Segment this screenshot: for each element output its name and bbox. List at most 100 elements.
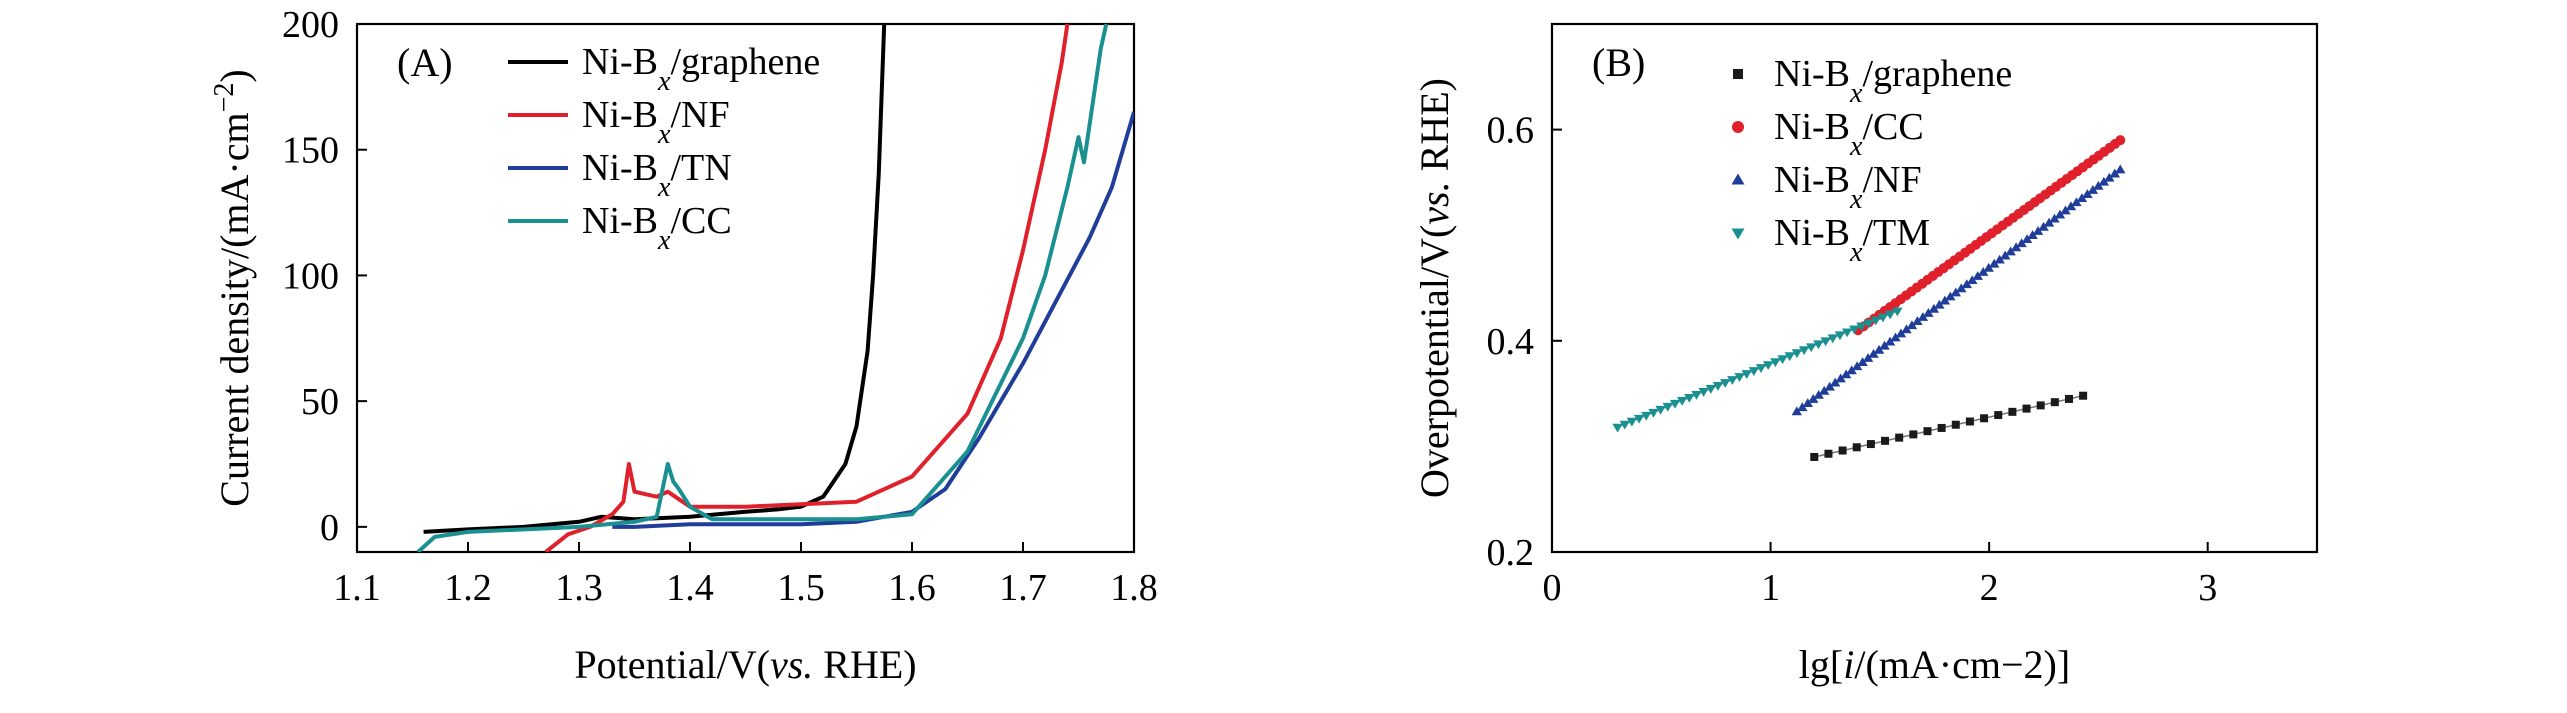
legend-marker-b — [1733, 69, 1743, 79]
legend-label-b: Ni-Bx/TM — [1774, 212, 1930, 268]
data-point-ni-bx-tm — [1633, 414, 1645, 424]
plot-frame-b — [1550, 22, 2319, 554]
data-point-ni-bx-graphene — [1937, 423, 1946, 432]
data-point-ni-bx-nf — [1862, 353, 1874, 362]
data-point-ni-bx-tm — [1748, 367, 1760, 377]
data-point-ni-bx-nf — [1983, 262, 1994, 272]
data-point-ni-bx-nf — [1945, 291, 1956, 301]
data-point-ni-bx-tm — [1691, 390, 1702, 400]
data-point-ni-bx-nf — [1829, 377, 1841, 387]
data-point-ni-bx-tm — [1719, 379, 1731, 388]
data-point-ni-bx-nf — [1879, 340, 1890, 350]
data-point-ni-bx-tm — [1626, 417, 1638, 427]
data-point-ni-bx-nf — [1797, 402, 1808, 412]
data-point-ni-bx-graphene — [2036, 401, 2045, 410]
data-point-ni-bx-nf — [2043, 217, 2055, 227]
data-point-ni-bx-nf — [2104, 172, 2115, 182]
data-point-ni-bx-graphene — [1923, 427, 1932, 436]
data-point-ni-bx-tm — [1648, 408, 1659, 418]
data-point-ni-bx-tm — [1734, 373, 1745, 382]
data-point-ni-bx-graphene — [1810, 452, 1819, 461]
data-point-ni-bx-nf — [2049, 213, 2060, 223]
data-point-ni-bx-nf — [1857, 357, 1868, 367]
series-group-a — [416, 24, 1134, 552]
data-point-ni-bx-tm — [1791, 349, 1803, 359]
data-point-ni-bx-nf — [1912, 316, 1923, 326]
data-point-ni-bx-tm — [1763, 361, 1774, 371]
data-point-ni-bx-nf — [1994, 254, 2005, 264]
axes-b: 0 1 2 3 0.2 0.4 0.6 (B) — [1487, 22, 2319, 609]
data-point-ni-bx-tm — [1698, 388, 1709, 397]
data-point-ni-bx-graphene — [2022, 404, 2031, 413]
x-tick-label-a: 1.2 — [444, 567, 492, 609]
data-point-ni-bx-nf — [1873, 344, 1885, 354]
data-point-ni-bx-nf — [2065, 201, 2077, 211]
data-point-ni-bx-tm — [1892, 307, 1903, 317]
data-point-ni-bx-graphene — [1895, 433, 1904, 442]
legend-marker-b — [1731, 173, 1745, 185]
data-point-ni-bx-graphene — [2050, 398, 2059, 407]
data-point-ni-bx-graphene — [1980, 414, 1989, 423]
data-point-ni-bx-nf — [1802, 398, 1813, 407]
data-point-ni-bx-graphene — [1994, 411, 2003, 420]
y-tick-label-b: 0.2 — [1487, 532, 1535, 574]
data-point-ni-bx-tm — [1641, 411, 1652, 421]
data-point-ni-bx-tm — [1712, 382, 1724, 391]
data-point-ni-bx-nf — [1978, 266, 1989, 276]
data-point-ni-bx-nf — [1840, 369, 1852, 379]
data-point-ni-bx-nf — [1890, 332, 1901, 342]
data-point-ni-bx-tm — [1870, 316, 1882, 326]
data-point-ni-bx-tm — [1841, 328, 1853, 338]
x-tick-label-b: 3 — [2198, 567, 2217, 609]
data-point-ni-bx-graphene — [2008, 407, 2017, 416]
y-tick-label-b: 0.6 — [1487, 110, 1535, 152]
data-point-ni-bx-graphene — [1965, 417, 1974, 426]
data-point-ni-bx-nf — [1791, 406, 1802, 416]
data-point-ni-bx-nf — [1961, 279, 1972, 289]
data-point-ni-bx-tm — [1684, 393, 1695, 403]
x-tick-label-a: 1.4 — [666, 567, 714, 609]
data-point-ni-bx-nf — [1923, 307, 1934, 317]
data-point-ni-bx-nf — [1967, 275, 1978, 285]
panel-label-b: (B) — [1592, 40, 1645, 85]
data-point-ni-bx-tm — [1806, 343, 1817, 353]
x-tick-label-a: 1.6 — [888, 567, 936, 609]
series-points-ni-bx-tm — [1612, 307, 1903, 433]
y-axis-title-b: Overpotential/V(vs. RHE) — [1412, 78, 1457, 498]
data-point-ni-bx-nf — [1972, 271, 1983, 280]
data-point-ni-bx-nf — [1988, 258, 2000, 268]
data-point-ni-bx-nf — [2076, 193, 2088, 203]
axes-a: 1.1 1.2 1.3 1.4 1.5 1.6 1.7 1.8 0 50 100 150 200 (A) — [282, 4, 1158, 609]
data-point-ni-bx-tm — [1849, 325, 1860, 335]
y-axis-title-a: Current density/(mA·cm−2) — [209, 69, 258, 506]
series-points-ni-bx-graphene — [1810, 391, 2088, 461]
data-point-ni-bx-graphene — [1838, 446, 1847, 455]
x-tick-label-a: 1.8 — [1110, 567, 1158, 609]
x-axis-title-b: lg[i/(mA·cm−2)] — [1799, 642, 2070, 687]
legend-label-a: Ni-Bx/NF — [582, 94, 730, 150]
data-point-ni-bx-graphene — [1909, 430, 1918, 439]
data-point-ni-bx-tm — [1662, 402, 1673, 412]
data-point-ni-bx-nf — [1884, 336, 1896, 346]
x-tick-label-b: 2 — [1980, 567, 1999, 609]
legend-label-b: Ni-Bx/graphene — [1774, 53, 2012, 109]
plot-frame-a — [355, 22, 1136, 554]
data-point-ni-bx-tm — [1813, 340, 1824, 350]
series-points-ni-bx-nf — [1791, 164, 2126, 416]
series-line-ni-bx-tn — [612, 111, 1134, 529]
data-point-ni-bx-graphene — [1866, 440, 1875, 449]
y-tick-label-b: 0.4 — [1487, 321, 1535, 363]
data-point-ni-bx-graphene — [1852, 443, 1861, 452]
x-tick-label-b: 1 — [1761, 567, 1780, 609]
data-point-ni-bx-tm — [1705, 385, 1717, 394]
data-point-ni-bx-tm — [1655, 405, 1666, 415]
data-point-ni-bx-nf — [2109, 168, 2121, 178]
data-point-ni-bx-nf — [1956, 283, 1967, 293]
x-axis-title-a: Potential/V(vs. RHE) — [574, 642, 916, 687]
data-point-ni-bx-nf — [2060, 205, 2071, 215]
legend-marker-b — [1732, 121, 1744, 133]
data-point-ni-bx-tm — [1669, 399, 1681, 409]
